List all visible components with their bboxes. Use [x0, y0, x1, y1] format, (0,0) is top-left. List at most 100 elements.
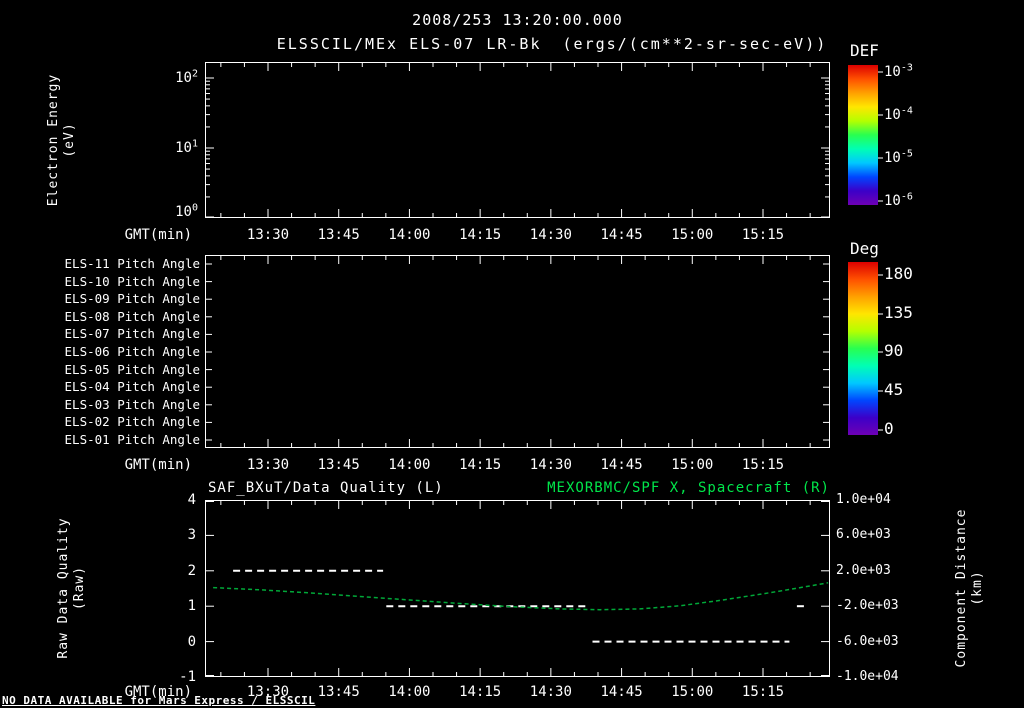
x-tick-label: 14:00	[388, 457, 431, 473]
y-tick-label: -6.0e+03	[836, 633, 899, 649]
raw-quality-label-line2: (Raw)	[72, 565, 87, 611]
y-tick-label: 100	[146, 203, 198, 221]
def-colorbar-title: DEF	[850, 41, 879, 60]
colorbar-tick-label: 90	[884, 341, 904, 360]
component-distance-label-line1: Component Distance	[954, 508, 969, 668]
colorbar-tick-label: 10-3	[884, 63, 913, 81]
colorbar-tick-label: 10-6	[884, 192, 913, 210]
def-colorbar	[848, 65, 878, 205]
x-tick-label: 14:30	[529, 457, 572, 473]
tick-exponent: -5	[900, 148, 913, 160]
deg-colorbar-title: Deg	[850, 239, 879, 258]
tick-mantissa: 10	[175, 70, 192, 86]
datetime-title: 2008/253 13:20:00.000	[412, 11, 623, 29]
electron-energy-spectrogram-panel	[205, 62, 830, 218]
tick-exponent: 0	[191, 202, 198, 214]
plot-title-units: (ergs/(cm**2-sr-sec-eV))	[562, 35, 828, 53]
y-axis-label-raw-quality: Raw Data Quality (Raw)	[56, 498, 88, 678]
x-tick-label: 13:30	[246, 457, 290, 473]
y-tick-label: 3	[187, 527, 196, 544]
row-label: ELS-05 Pitch Angle	[64, 361, 200, 377]
no-data-message: NO DATA AVAILABLE for Mars Express / ELS…	[2, 694, 316, 707]
row-label: ELS-09 Pitch Angle	[64, 291, 200, 307]
y-tick-label: 0	[187, 633, 196, 650]
x-tick-label: 13:45	[317, 684, 360, 700]
tick-exponent: -4	[900, 105, 913, 117]
colorbar-tick-label: 10-5	[884, 149, 913, 167]
panel3-left-title: SAF_BXuT/Data Quality (L)	[208, 480, 444, 496]
tick-exponent: 2	[191, 68, 198, 80]
x-tick-label: 13:30	[246, 684, 290, 700]
row-label: ELS-03 Pitch Angle	[64, 396, 200, 412]
colorbar-tick-label: 45	[884, 380, 904, 399]
tick-mantissa: 10	[884, 150, 901, 166]
y-tick-label: 6.0e+03	[836, 527, 891, 543]
colorbar-tick-label: 0	[884, 419, 894, 438]
row-label: ELS-02 Pitch Angle	[64, 414, 200, 430]
electron-energy-label-line1: Electron Energy	[46, 73, 61, 207]
x-tick-label: 15:00	[671, 684, 714, 700]
row-label: ELS-04 Pitch Angle	[64, 379, 200, 395]
x-tick-label: 15:15	[741, 457, 785, 473]
tick-exponent: -6	[900, 191, 913, 203]
row-label: ELS-06 Pitch Angle	[64, 344, 200, 359]
panel3-right-title: MEXORBMC/SPF X, Spacecraft (R)	[547, 480, 830, 496]
x-tick-label: 14:45	[600, 457, 643, 473]
quality-distance-panel	[205, 500, 830, 677]
x-axis-label-panel3: GMT(min)	[124, 684, 192, 700]
y-tick-label: -1.0e+04	[836, 669, 899, 684]
y-tick-label: 101	[146, 139, 198, 157]
plot-title-instrument: ELSSCIL/MEx ELS-07 LR-Bk	[276, 35, 542, 53]
x-tick-label: 15:15	[741, 684, 785, 700]
y-axis-label-component-distance: Component Distance (km)	[954, 488, 986, 688]
row-label: ELS-11 Pitch Angle	[64, 256, 200, 271]
y-tick-label: 4	[187, 492, 196, 508]
y-tick-label: 2	[187, 562, 196, 579]
y-tick-label: 1	[187, 598, 196, 615]
row-label: ELS-01 Pitch Angle	[64, 432, 200, 447]
row-label: ELS-08 Pitch Angle	[64, 308, 200, 324]
x-axis-label-panel1: GMT(min)	[124, 227, 192, 243]
x-tick-label: 14:15	[459, 457, 502, 473]
tick-mantissa: 10	[884, 193, 901, 209]
x-tick-label: 14:00	[388, 227, 431, 243]
x-tick-label: 14:00	[388, 684, 431, 700]
tick-exponent: -3	[900, 62, 913, 74]
tick-mantissa: 10	[884, 64, 901, 80]
y-tick-label: 102	[146, 69, 198, 87]
x-tick-label: 13:45	[317, 457, 360, 473]
tick-mantissa: 10	[175, 140, 192, 156]
x-tick-label: 14:45	[600, 684, 643, 700]
plot-title: ELSSCIL/MEx ELS-07 LR-Bk (ergs/(cm**2-sr…	[152, 35, 952, 53]
x-tick-label: 14:15	[459, 684, 502, 700]
x-tick-label: 14:30	[529, 684, 572, 700]
x-tick-label: 13:30	[246, 227, 290, 243]
x-tick-label: 15:15	[741, 227, 785, 243]
tick-mantissa: 10	[884, 107, 901, 123]
x-tick-label: 13:45	[317, 227, 360, 243]
y-tick-label: -1	[179, 669, 196, 685]
x-tick-label: 14:45	[600, 227, 643, 243]
colorbar-tick-label: 10-4	[884, 106, 913, 124]
y-axis-label-electron-energy: Electron Energy (eV)	[46, 60, 78, 220]
deg-colorbar	[848, 262, 878, 435]
colorbar-tick-label: 135	[884, 303, 913, 322]
row-label: ELS-10 Pitch Angle	[64, 273, 200, 289]
x-tick-label: 15:00	[671, 227, 714, 243]
x-axis-label-panel2: GMT(min)	[124, 457, 192, 473]
x-tick-label: 14:15	[459, 227, 502, 243]
y-tick-label: 2.0e+03	[836, 562, 891, 578]
component-distance-label-line2: (km)	[970, 570, 985, 606]
tick-mantissa: 10	[175, 204, 192, 220]
raw-quality-label-line1: Raw Data Quality	[56, 517, 71, 659]
row-label: ELS-07 Pitch Angle	[64, 326, 200, 342]
electron-energy-label-line2: (eV)	[62, 122, 77, 158]
x-tick-label: 14:30	[529, 227, 572, 243]
colorbar-tick-label: 180	[884, 264, 913, 283]
x-tick-label: 15:00	[671, 457, 714, 473]
y-tick-label: 1.0e+04	[836, 492, 891, 507]
tick-exponent: 1	[191, 138, 198, 150]
y-tick-label: -2.0e+03	[836, 598, 899, 614]
pitch-angle-panel	[205, 255, 830, 448]
